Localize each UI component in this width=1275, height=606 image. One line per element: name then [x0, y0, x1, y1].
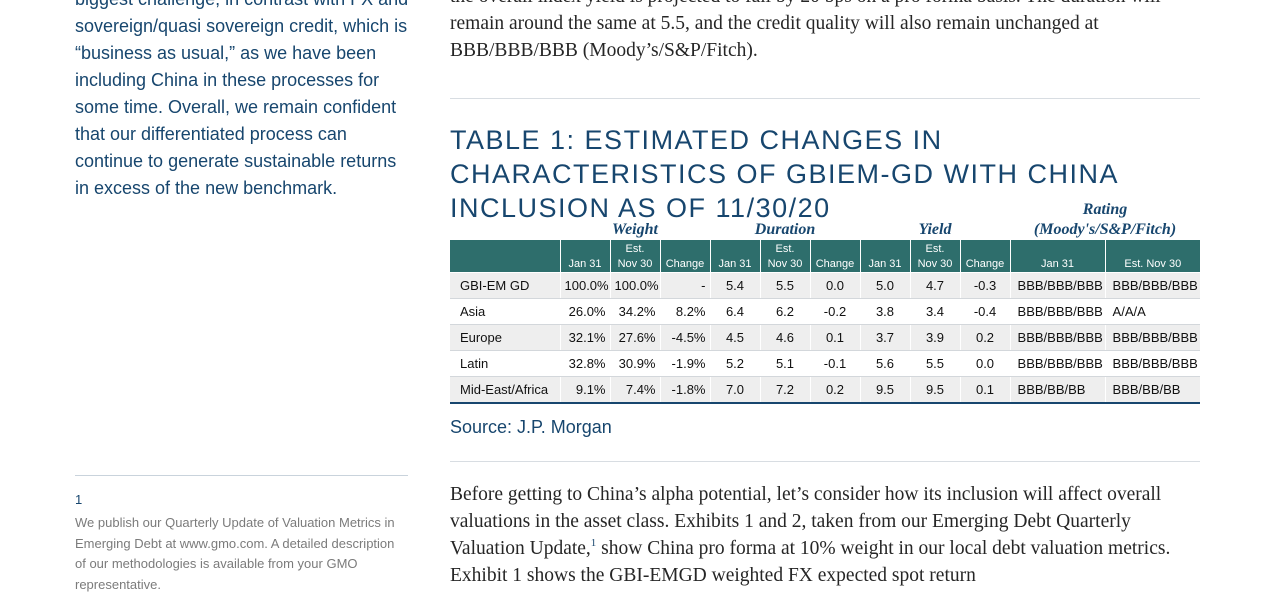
- column-header-rating-est: Est. Nov 30: [1104, 240, 1201, 273]
- footnote-reference[interactable]: 1: [590, 537, 597, 549]
- table-row: Latin 32.8% 30.9% -1.9% 5.2 5.1 -0.1 5.6…: [450, 350, 1201, 377]
- footnote-text: We publish our Quarterly Update of Valua…: [75, 515, 395, 592]
- column-header-yield-change: Change: [959, 240, 1011, 273]
- column-header-duration-change: Change: [809, 240, 860, 273]
- characteristics-table: Weight Duration Yield Rating (Moody's/S&…: [450, 196, 1201, 404]
- column-header-weight-est: Est. Nov 30: [609, 240, 660, 273]
- column-header-blank: [450, 240, 560, 273]
- footnote-number: 1: [75, 492, 83, 507]
- footnote-divider: [75, 475, 408, 476]
- group-header-yield: Yield: [918, 221, 952, 238]
- rating-header-line2: (Moody's/S&P/Fitch): [1033, 221, 1177, 238]
- table-row: Mid-East/Africa 9.1% 7.4% -1.8% 7.0 7.2 …: [450, 376, 1201, 404]
- column-header-yield-jan31: Jan 31: [859, 240, 910, 273]
- column-header-weight-jan31: Jan 31: [559, 240, 610, 273]
- column-header-yield-est: Est. Nov 30: [909, 240, 960, 273]
- group-header-blank: [450, 196, 560, 240]
- top-paragraph: the overall index yield is projected to …: [450, 0, 1161, 61]
- table-row: Asia 26.0% 34.2% 8.2% 6.4 6.2 -0.2 3.8 3…: [450, 298, 1201, 325]
- section-divider-bottom: [450, 461, 1200, 462]
- table-source: Source: J.P. Morgan: [450, 417, 612, 437]
- column-header-weight-change: Change: [659, 240, 710, 273]
- table-row: Europe 32.1% 27.6% -4.5% 4.5 4.6 0.1 3.7…: [450, 324, 1201, 351]
- column-header-duration-jan31: Jan 31: [709, 240, 760, 273]
- section-divider-top: [450, 98, 1200, 99]
- column-header-rating-jan31: Jan 31: [1009, 240, 1106, 273]
- group-header-weight: Weight: [612, 221, 658, 238]
- bottom-paragraph-text: Before getting to China’s alpha potentia…: [450, 484, 1162, 559]
- bottom-paragraph: Before getting to China’s alpha potentia…: [450, 481, 1200, 589]
- group-header-rating: Rating (Moody's/S&P/Fitch): [1010, 196, 1200, 240]
- table-title: TABLE 1: ESTIMATED CHANGES IN CHARACTERI…: [450, 125, 1118, 223]
- column-header-duration-est: Est. Nov 30: [759, 240, 810, 273]
- rating-header-line1: Rating: [1082, 201, 1128, 218]
- sidebar-callout: biggest challenge, in contrast with FX a…: [75, 0, 415, 202]
- bottom-paragraph-continuation: show China pro forma at 10% weight in ou…: [450, 538, 1171, 586]
- table-row: GBI-EM GD 100.0% 100.0% - 5.4 5.5 0.0 5.…: [450, 272, 1201, 299]
- group-header-duration: Duration: [754, 221, 816, 238]
- sidebar-callout-text: biggest challenge, in contrast with FX a…: [75, 0, 408, 198]
